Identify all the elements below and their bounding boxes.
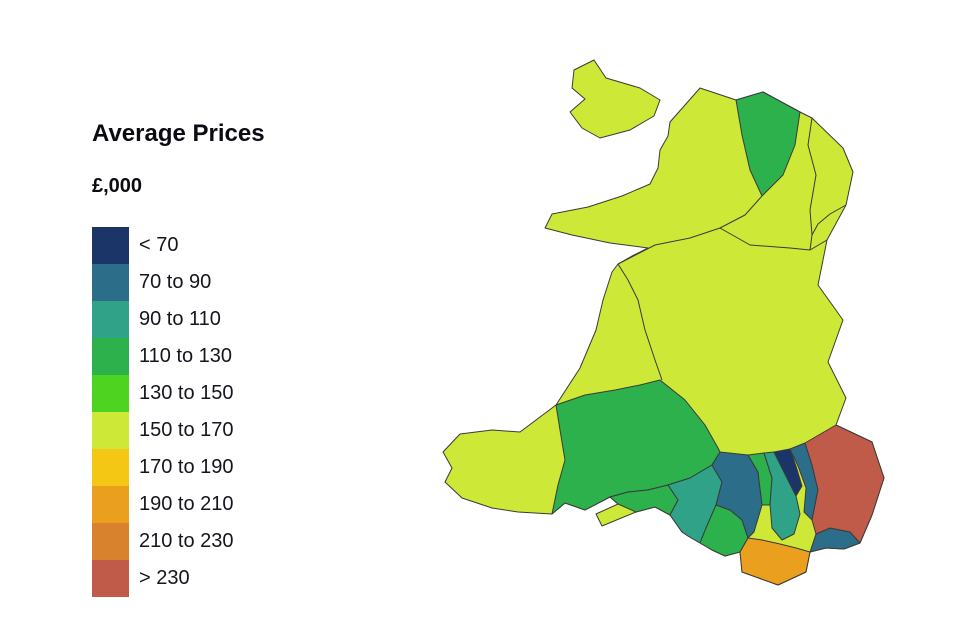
legend-swatch bbox=[92, 523, 129, 560]
legend-swatch bbox=[92, 375, 129, 412]
legend-subtitle: £,000 bbox=[92, 175, 143, 197]
border-powys-north bbox=[719, 227, 828, 251]
legend-swatch bbox=[92, 338, 129, 375]
legend-item: < 70 bbox=[92, 227, 352, 264]
legend-item-label: > 230 bbox=[139, 567, 190, 589]
legend-item: 210 to 230 bbox=[92, 523, 352, 560]
region-monmouthshire bbox=[804, 424, 885, 544]
legend-swatch bbox=[92, 264, 129, 301]
legend-item-label: 70 to 90 bbox=[139, 271, 212, 293]
legend-title: Average Prices bbox=[92, 120, 265, 147]
legend-item: 190 to 210 bbox=[92, 486, 352, 523]
legend-item-label: 170 to 190 bbox=[139, 456, 234, 478]
legend-item: 170 to 190 bbox=[92, 449, 352, 486]
legend-item: 150 to 170 bbox=[92, 412, 352, 449]
legend-swatch bbox=[92, 486, 129, 523]
legend-item-label: 150 to 170 bbox=[139, 419, 234, 441]
region-conwy bbox=[735, 91, 801, 197]
legend-item: 130 to 150 bbox=[92, 375, 352, 412]
border-denbighshire-flintshire bbox=[807, 117, 817, 251]
legend-swatch bbox=[92, 301, 129, 338]
legend-item-label: 190 to 210 bbox=[139, 493, 234, 515]
legend-swatch bbox=[92, 227, 129, 264]
region-vale-of-glamorgan bbox=[739, 537, 811, 586]
legend-swatch bbox=[92, 560, 129, 597]
legend-rows: < 70 70 to 90 90 to 110 110 to 130 130 t… bbox=[92, 227, 352, 597]
legend-item: 90 to 110 bbox=[92, 301, 352, 338]
legend-item-label: 130 to 150 bbox=[139, 382, 234, 404]
legend-item: 70 to 90 bbox=[92, 264, 352, 301]
legend-item-label: 90 to 110 bbox=[139, 308, 221, 330]
border-flintshire-wrexham bbox=[811, 204, 847, 236]
legend: Average Prices £,000 < 70 70 to 90 90 to… bbox=[92, 120, 352, 597]
legend-item-label: < 70 bbox=[139, 234, 179, 256]
legend-item-label: 110 to 130 bbox=[139, 345, 233, 367]
region-isle-of-anglesey bbox=[569, 59, 661, 139]
border-ceredigion-powys bbox=[617, 263, 663, 381]
border-gwynedd-powys bbox=[617, 195, 763, 265]
legend-item: > 230 bbox=[92, 560, 352, 597]
legend-swatch bbox=[92, 449, 129, 486]
legend-item: 110 to 130 bbox=[92, 338, 352, 375]
legend-item-label: 210 to 230 bbox=[139, 530, 234, 552]
legend-swatch bbox=[92, 412, 129, 449]
